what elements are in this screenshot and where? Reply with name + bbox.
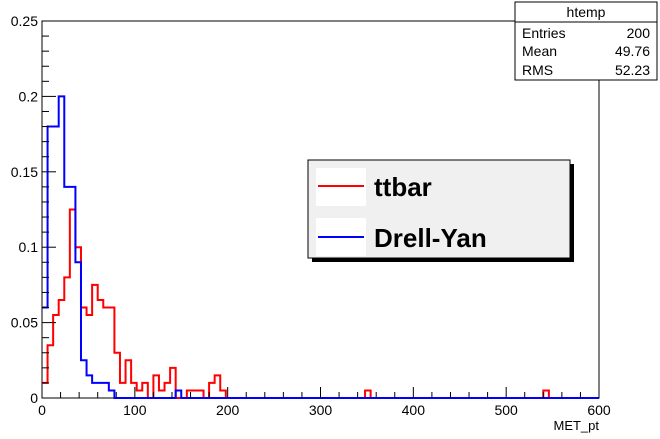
stats-box: htemp Entries 200 Mean 49.76 RMS 52.23	[514, 1, 658, 81]
x-tick-label: 400	[402, 402, 426, 418]
legend-label-drell-yan: Drell-Yan	[374, 223, 487, 253]
x-tick-label: 0	[38, 402, 46, 418]
y-tick-label: 0.15	[11, 164, 38, 180]
x-tick-label: 100	[123, 402, 147, 418]
stats-entries-label: Entries	[522, 25, 566, 41]
stats-box-title: htemp	[567, 4, 606, 20]
stats-mean-label: Mean	[522, 43, 557, 59]
y-tick-label: 0.1	[19, 239, 39, 255]
axis-layer: 0 0.05 0.1 0.15 0.2 0.25 0 100 200 300 400 500 600	[11, 13, 611, 418]
histogram-layer	[42, 95, 599, 399]
x-tick-label: 300	[309, 402, 333, 418]
x-tick-label: 200	[216, 402, 240, 418]
stats-entries-value: 200	[627, 25, 651, 41]
stats-mean-value: 49.76	[615, 43, 650, 59]
y-tick-label: 0.2	[19, 88, 39, 104]
y-tick-label: 0.25	[11, 13, 38, 29]
legend-label-ttbar: ttbar	[374, 172, 432, 202]
stats-box-frame	[514, 1, 658, 81]
y-tick-label: 0	[30, 390, 38, 406]
x-axis-title: MET_pt	[553, 418, 599, 433]
series-line-drell-yan	[42, 95, 599, 399]
stats-rms-value: 52.23	[615, 62, 650, 78]
y-tick-label: 0.05	[11, 315, 38, 331]
stats-rms-label: RMS	[522, 62, 553, 78]
x-tick-label: 500	[494, 402, 518, 418]
legend: ttbar Drell-Yan	[307, 159, 574, 262]
x-tick-label: 600	[587, 402, 611, 418]
